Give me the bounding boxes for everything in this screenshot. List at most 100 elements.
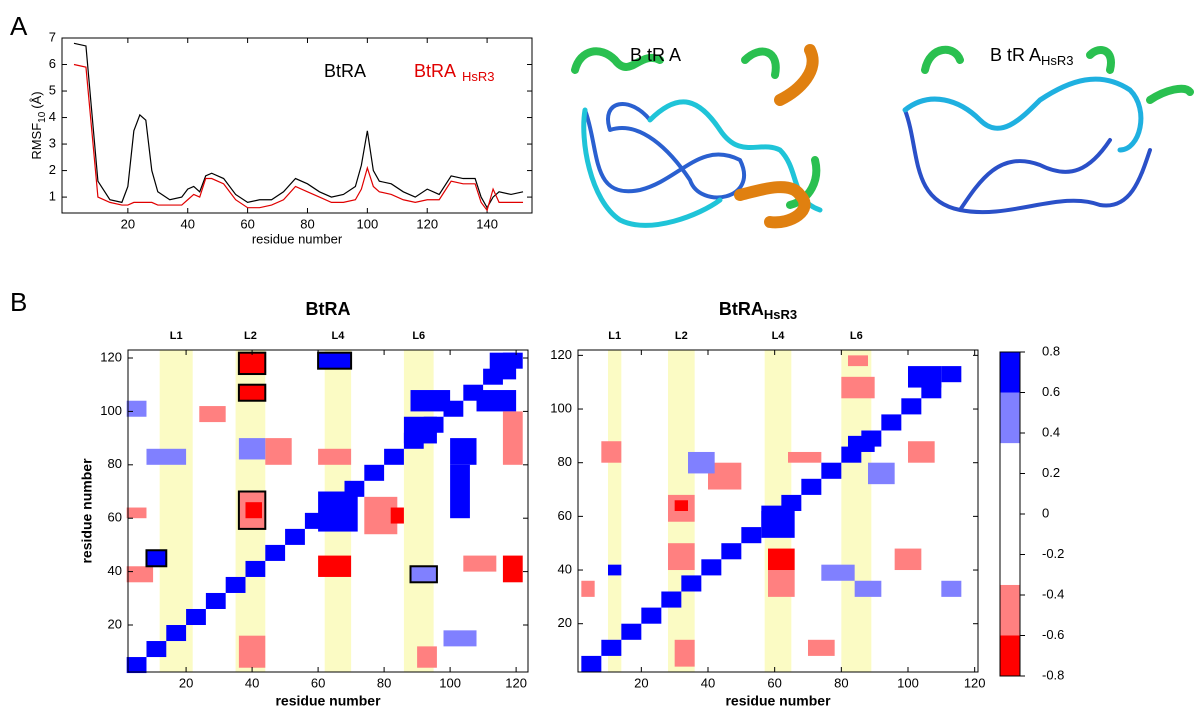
correlation-cell: [821, 463, 841, 479]
band-label: L2: [675, 330, 688, 342]
legend-sub: HsR3: [462, 69, 495, 84]
y-tick-label: 60: [108, 510, 122, 525]
y-tick-label: 120: [100, 349, 122, 364]
colorbar-segment: [1000, 352, 1020, 393]
correlation-cell: [245, 502, 262, 518]
correlation-cell: [127, 401, 147, 417]
correlation-cell: [808, 640, 835, 656]
x-tick-label: 80: [834, 675, 848, 690]
correlation-cell: [821, 565, 854, 581]
y-axis-label: residue number: [79, 458, 95, 564]
correlation-cell: [768, 570, 795, 597]
y-tick-label: 80: [108, 456, 122, 471]
y-tick-label: 5: [49, 82, 56, 97]
correlation-cell: [668, 543, 695, 570]
correlation-cell: [318, 353, 351, 369]
x-tick-label: 80: [300, 216, 314, 231]
correlation-cell: [601, 640, 621, 656]
correlation-cell: [265, 438, 291, 465]
correlation-cell: [245, 561, 265, 577]
structure-label: B tR AHsR3: [990, 45, 1074, 69]
y-tick-label: 20: [108, 616, 122, 631]
correlation-cell: [450, 465, 470, 518]
correlation-cell: [127, 657, 147, 673]
correlation-cell: [941, 366, 961, 382]
x-tick-label: 120: [416, 216, 438, 231]
correlation-cell: [239, 353, 265, 374]
correlation-cell: [688, 452, 715, 473]
correlation-cell: [318, 556, 351, 577]
y-tick-label: 4: [49, 109, 56, 124]
band-label: L2: [244, 330, 257, 342]
correlation-cell: [641, 608, 661, 624]
y-tick-label: 100: [550, 400, 572, 415]
y-tick-label: 60: [558, 508, 572, 523]
data-line: [74, 65, 523, 211]
band-label: L4: [772, 330, 786, 342]
colorbar-segment: [1000, 443, 1020, 585]
correlation-cell: [601, 441, 621, 462]
correlation-cell: [848, 355, 868, 366]
y-tick-label: 7: [49, 29, 56, 44]
x-tick-label: 20: [121, 216, 135, 231]
correlation-cell: [761, 506, 794, 538]
colorbar-tick-label: 0.6: [1042, 384, 1060, 399]
x-tick-label: 60: [240, 216, 254, 231]
structure-label-sub: HsR3: [1041, 53, 1074, 68]
x-tick-label: 100: [897, 675, 919, 690]
correlation-cell: [848, 436, 875, 452]
x-tick-label: 60: [767, 675, 781, 690]
y-tick-label: 1: [49, 189, 56, 204]
correlation-cell: [841, 377, 874, 398]
correlation-cell: [503, 411, 523, 464]
chart-title-main: BtRA: [719, 299, 764, 319]
panel-label: B: [10, 287, 27, 317]
correlation-cell: [741, 527, 761, 543]
correlation-cell: [855, 581, 882, 597]
correlation-cell: [868, 463, 895, 484]
correlation-cell: [608, 565, 621, 576]
correlation-cell: [675, 640, 695, 667]
correlation-cell: [127, 508, 147, 519]
correlation-cell: [581, 656, 601, 672]
correlation-cell: [285, 529, 305, 545]
correlation-cell: [901, 398, 921, 414]
correlation-cell: [908, 366, 941, 387]
correlation-cell: [318, 449, 351, 465]
protein-structure: [575, 50, 1190, 226]
correlation-cell: [199, 406, 225, 422]
correlation-cell: [701, 559, 721, 575]
correlation-cell: [166, 625, 186, 641]
correlation-cell: [411, 566, 437, 582]
colorbar-segment: [1000, 636, 1020, 677]
x-tick-label: 20: [634, 675, 648, 690]
correlation-cell: [146, 449, 186, 465]
y-tick-label: 2: [49, 162, 56, 177]
colorbar-segment: [1000, 393, 1020, 444]
page: {"panel_labels": ["A", "B"], "structures…: [0, 0, 1194, 723]
y-tick-label: 80: [558, 454, 572, 469]
correlation-cell: [477, 390, 517, 411]
correlation-cell: [127, 566, 153, 582]
figure: A B B tR A B tR AHsR3 204060801001201401…: [0, 0, 1194, 723]
correlation-cell: [881, 414, 901, 430]
correlation-cell: [503, 556, 523, 583]
correlation-cell: [186, 609, 206, 625]
x-tick-label: 80: [377, 675, 391, 690]
x-tick-label: 100: [356, 216, 378, 231]
band-label: L6: [412, 330, 425, 342]
correlation-cell: [417, 646, 437, 667]
colorbar-segment: [1000, 585, 1020, 636]
legend-name: BtRA: [324, 61, 366, 81]
structure-label-main: B tR A: [990, 45, 1041, 65]
x-tick-label: 40: [701, 675, 715, 690]
x-axis-label: residue number: [275, 693, 381, 709]
correlation-cell: [239, 385, 265, 401]
correlation-cell: [364, 465, 384, 481]
chart-title-main: BtRA: [306, 299, 351, 319]
y-axis-label-unit: (Å): [29, 91, 44, 108]
band-label: L1: [608, 330, 621, 342]
y-tick-label: 100: [100, 403, 122, 418]
y-tick-label: 40: [558, 561, 572, 576]
x-tick-label: 100: [439, 675, 461, 690]
